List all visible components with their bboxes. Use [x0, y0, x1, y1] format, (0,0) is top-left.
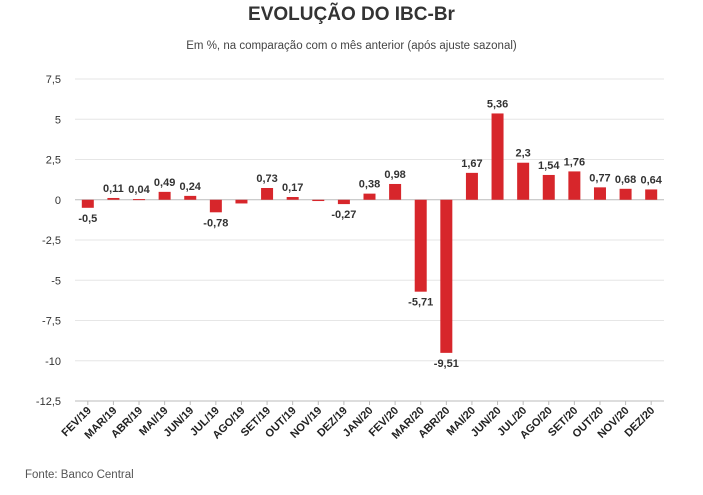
data-label: 0,68: [615, 174, 636, 186]
data-label: 0,17: [282, 182, 303, 194]
bar: [619, 188, 632, 200]
data-label: 0,38: [359, 179, 380, 191]
data-label: 5,36: [487, 98, 508, 110]
data-label: -0,78: [203, 217, 228, 229]
y-tick-label: -5: [51, 275, 61, 287]
bar: [209, 199, 222, 213]
data-label: 0,49: [154, 177, 175, 189]
bar: [363, 193, 376, 200]
source-note: Fonte: Banco Central: [25, 469, 134, 481]
bar: [440, 199, 453, 353]
y-tick-label: -12,5: [36, 396, 61, 408]
y-tick-label: 0: [55, 195, 61, 207]
y-tick-label: 5: [55, 114, 61, 126]
bar: [593, 187, 606, 200]
data-label: -0,27: [331, 209, 356, 221]
data-label: -9,51: [434, 358, 459, 370]
chart-title: EVOLUÇÃO DO IBC-Br: [248, 4, 455, 25]
bar: [389, 183, 402, 200]
data-label: 0,24: [180, 181, 202, 193]
y-axis: 7,5 5 2,5 0 -2,5 -5 -7,5 -10 -12,5: [36, 74, 61, 408]
data-label: 0,77: [589, 172, 610, 184]
y-tick-label: -2,5: [42, 235, 61, 247]
data-label: 0,73: [256, 173, 277, 185]
bar: [465, 172, 478, 200]
bar: [235, 199, 248, 204]
chart-subtitle: Em %, na comparação com o mês anterior (…: [186, 40, 517, 52]
bar: [261, 187, 274, 200]
data-label: 0,11: [103, 183, 124, 195]
data-label: 1,76: [564, 156, 585, 168]
data-label: 1,67: [461, 158, 482, 170]
data-label: -5,71: [408, 297, 433, 309]
gridlines: [75, 78, 664, 402]
data-label: -0,5: [78, 213, 97, 225]
data-label: 2,3: [516, 148, 531, 160]
bar: [414, 199, 427, 292]
y-tick-label: -10: [45, 356, 61, 368]
bar: [542, 174, 555, 200]
data-label: 0,04: [128, 184, 150, 196]
y-tick-label: 7,5: [46, 74, 61, 86]
y-tick-label: 2,5: [46, 155, 61, 167]
bar: [491, 113, 504, 200]
data-label: 1,54: [538, 160, 560, 172]
bar: [517, 162, 530, 200]
bar: [107, 197, 120, 200]
bar: [184, 195, 197, 200]
x-axis: FEV/19MAR/19ABR/19MAI/19JUN/19JUL/19AGO/…: [59, 400, 664, 442]
data-label: 0,98: [384, 169, 405, 181]
bar: [158, 191, 171, 200]
bars: [81, 113, 658, 353]
data-label: 0,64: [640, 174, 662, 186]
bar: [568, 171, 581, 200]
bar: [81, 199, 94, 208]
bar: [312, 199, 325, 202]
bar: [133, 199, 146, 201]
bar: [645, 189, 658, 200]
bar: [286, 197, 299, 200]
data-labels: -0,5 0,11 0,04 0,49 0,24 -0,78 0,73 0,17 -0,27 0,…: [78, 98, 662, 369]
y-tick-label: -7,5: [42, 316, 61, 328]
bar: [337, 199, 350, 205]
